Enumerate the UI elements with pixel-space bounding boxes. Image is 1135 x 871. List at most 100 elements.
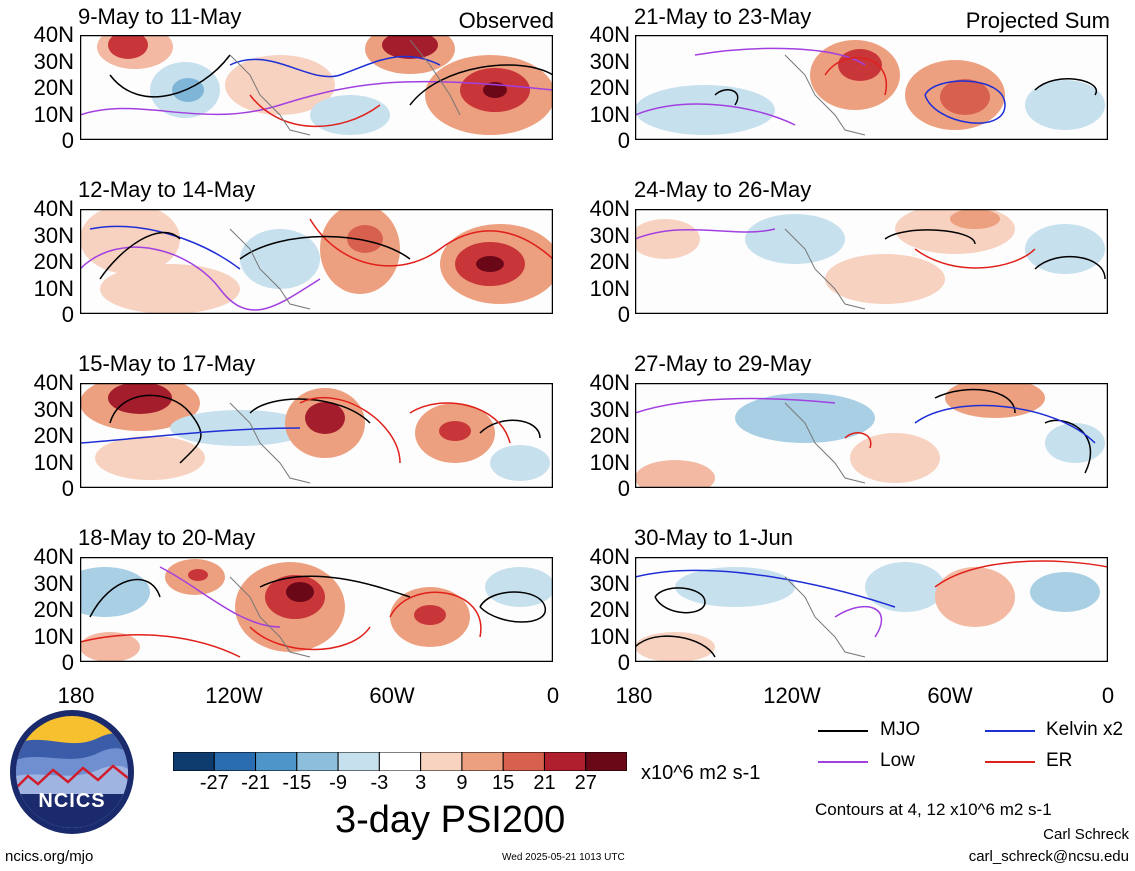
panel-tag-observed: Observed	[458, 8, 554, 33]
legend-label-kelvin: Kelvin x2	[1046, 719, 1124, 740]
panel-title-right-3: 27-May to 29-May	[634, 351, 812, 376]
map-panel-right-3	[635, 383, 1108, 488]
colorbar-swatch-7	[461, 751, 504, 772]
lat-label-left-4-3: 10N	[33, 623, 74, 649]
colorbar-units: x10^6 m2 s-1	[641, 762, 761, 784]
lat-label-left-2-3: 10N	[33, 275, 74, 301]
product-title: 3-day PSI200	[335, 799, 566, 841]
lat-label-right-3-2: 20N	[589, 423, 630, 448]
map-panel-left-4	[80, 557, 553, 662]
panel-title-left-2: 12-May to 14-May	[78, 177, 256, 202]
colorbar-swatch-8	[502, 751, 545, 772]
colorbar-tick-4: -3	[370, 772, 389, 794]
lat-label-right-1-4: 0	[617, 128, 630, 153]
lat-label-left-1-0: 40N	[33, 22, 74, 47]
site-link[interactable]: ncics.org/mjo	[5, 848, 94, 865]
map-panel-right-1	[635, 35, 1108, 140]
colorbar-tick-6: 9	[456, 772, 468, 794]
lat-label-right-3-4: 0	[617, 476, 630, 501]
lat-label-left-3-0: 40N	[33, 370, 74, 395]
colorbar-tick-0: -27	[199, 772, 229, 794]
panel-tag-projected-sum: Projected Sum	[965, 8, 1110, 33]
panel-title-right-2: 24-May to 26-May	[634, 177, 812, 202]
author-email[interactable]: carl_schreck@ncsu.edu	[968, 848, 1129, 865]
lat-label-right-4-4: 0	[617, 650, 630, 675]
lat-label-right-4-3: 10N	[589, 623, 630, 649]
panel-title-left-1: 9-May to 11-May	[78, 4, 242, 29]
lon-label-right-60w: 60W	[927, 683, 973, 708]
colorbar-tick-1: -21	[241, 772, 270, 794]
lat-label-right-2-4: 0	[617, 302, 630, 327]
lat-label-right-3-1: 30N	[589, 396, 630, 422]
colorbar-swatch-3	[296, 751, 339, 772]
lat-label-left-2-1: 30N	[33, 222, 74, 248]
lat-label-left-1-4: 0	[61, 128, 74, 153]
colorbar-tick-3: -9	[329, 772, 347, 794]
lat-label-left-3-2: 20N	[33, 423, 74, 448]
colorbar-swatch-4	[337, 751, 380, 772]
lat-label-left-2-0: 40N	[33, 196, 74, 221]
colorbar-swatch-0	[172, 751, 215, 772]
lat-label-left-4-4: 0	[61, 650, 74, 675]
legend-label-low: Low	[880, 750, 915, 771]
lat-label-right-4-2: 20N	[589, 597, 630, 622]
lat-label-right-4-1: 30N	[589, 570, 630, 596]
map-panel-left-3	[80, 383, 553, 488]
map-panel-right-4	[635, 557, 1108, 662]
map-panel-left-2	[80, 209, 553, 314]
panel-title-right-1: 21-May to 23-May	[634, 4, 812, 29]
lat-label-right-4-0: 40N	[589, 544, 630, 569]
colorbar-tick-2: -15	[282, 772, 312, 794]
lon-label-left-180: 180	[57, 683, 95, 708]
colorbar-swatch-2	[255, 751, 298, 772]
lat-label-right-3-3: 10N	[589, 449, 630, 475]
map-panel-left-1	[80, 35, 553, 140]
lat-label-left-4-0: 40N	[33, 544, 74, 569]
lon-label-right-180: 180	[615, 683, 653, 708]
contour-note: Contours at 4, 12 x10^6 m2 s-1	[815, 800, 1052, 819]
colorbar-swatch-10	[585, 751, 628, 772]
lon-label-right-120w: 120W	[763, 683, 821, 708]
lat-label-left-1-1: 30N	[33, 48, 74, 74]
lat-label-right-2-1: 30N	[589, 222, 630, 248]
lat-label-left-3-1: 30N	[33, 396, 74, 422]
panel-title-left-3: 15-May to 17-May	[78, 351, 256, 376]
timestamp: Wed 2025-05-21 1013 UTC	[502, 852, 625, 863]
legend-label-er: ER	[1046, 750, 1073, 771]
lat-label-right-2-0: 40N	[589, 196, 630, 221]
lon-label-right-0: 0	[1101, 683, 1115, 708]
colorbar-tick-8: 21	[533, 772, 556, 794]
lon-label-left-0: 0	[546, 683, 560, 708]
legend-line-kelvin	[985, 730, 1035, 732]
colorbar-swatch-9	[543, 751, 587, 772]
lat-label-right-1-0: 40N	[589, 22, 630, 47]
legend-label-mjo: MJO	[880, 719, 921, 740]
lat-label-left-3-4: 0	[61, 476, 74, 501]
lat-label-right-3-0: 40N	[589, 370, 630, 395]
legend-line-low	[818, 761, 868, 763]
lat-label-left-3-3: 10N	[33, 449, 74, 475]
lat-label-right-1-1: 30N	[589, 48, 630, 74]
lat-label-left-2-2: 20N	[33, 249, 74, 274]
ncics-logo: NCICS	[8, 708, 136, 836]
map-panel-right-2	[635, 209, 1108, 314]
author: Carl Schreck	[1043, 826, 1129, 843]
lat-label-left-1-3: 10N	[33, 101, 74, 127]
lat-label-left-2-4: 0	[61, 302, 74, 327]
panel-title-right-4: 30-May to 1-Jun	[634, 525, 793, 550]
panel-title-left-4: 18-May to 20-May	[78, 525, 256, 550]
lat-label-right-1-2: 20N	[589, 75, 630, 100]
lat-label-right-1-3: 10N	[589, 101, 630, 127]
lon-label-left-120w: 120W	[205, 683, 263, 708]
colorbar-tick-5: 3	[415, 772, 427, 794]
legend-line-er	[985, 761, 1035, 763]
colorbar-swatch-6	[420, 751, 463, 772]
lat-label-right-2-3: 10N	[589, 275, 630, 301]
lon-label-left-60w: 60W	[369, 683, 415, 708]
colorbar-tick-9: 27	[574, 772, 597, 794]
colorbar-tick-7: 15	[492, 772, 515, 794]
lat-label-right-2-2: 20N	[589, 249, 630, 274]
logo-text: NCICS	[38, 790, 106, 812]
colorbar-swatch-1	[213, 751, 257, 772]
lat-label-left-1-2: 20N	[33, 75, 74, 100]
